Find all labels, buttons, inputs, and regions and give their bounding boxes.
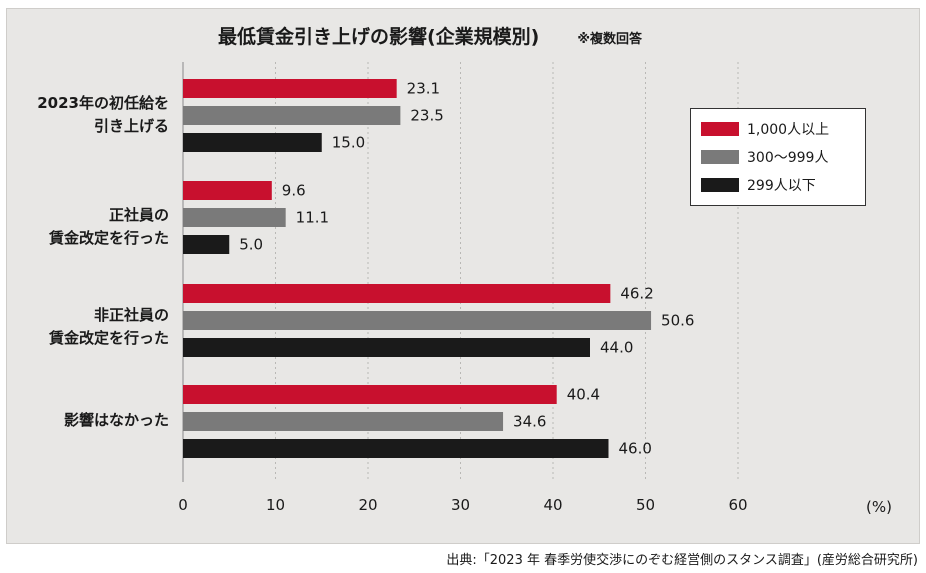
value-label: 23.1 bbox=[407, 80, 440, 98]
category-label: 2023年の初任給を 引き上げる bbox=[37, 94, 169, 135]
bar bbox=[183, 338, 590, 357]
value-label: 34.6 bbox=[513, 413, 546, 431]
value-label: 46.2 bbox=[620, 285, 653, 303]
legend: 1,000人以上 300〜999人 299人以下 bbox=[690, 108, 866, 206]
legend-swatch bbox=[701, 150, 739, 164]
bar bbox=[183, 235, 230, 254]
value-label: 44.0 bbox=[600, 339, 633, 357]
bar bbox=[183, 79, 397, 98]
bar bbox=[183, 439, 609, 458]
bar bbox=[183, 311, 652, 330]
value-label: 23.5 bbox=[410, 107, 443, 125]
value-label: 11.1 bbox=[296, 209, 329, 227]
bar bbox=[183, 106, 401, 125]
legend-swatch bbox=[701, 122, 739, 136]
bar bbox=[183, 412, 504, 431]
value-label: 5.0 bbox=[239, 236, 263, 254]
legend-label: 299人以下 bbox=[747, 178, 816, 194]
legend-item: 299人以下 bbox=[701, 171, 855, 199]
value-label: 15.0 bbox=[332, 134, 365, 152]
x-tick-label: 20 bbox=[358, 496, 377, 514]
x-tick-label: 40 bbox=[543, 496, 562, 514]
chart-title: 最低賃金引き上げの影響(企業規模別) ※複数回答 bbox=[0, 22, 860, 49]
x-tick-labels: 0 10 20 30 40 50 60 bbox=[178, 496, 747, 514]
chart-title-text: 最低賃金引き上げの影響(企業規模別) bbox=[217, 26, 540, 48]
legend-item: 1,000人以上 bbox=[701, 115, 855, 143]
bar bbox=[183, 181, 272, 200]
value-label: 46.0 bbox=[619, 440, 652, 458]
x-tick-label: 60 bbox=[728, 496, 747, 514]
value-label: 50.6 bbox=[661, 312, 694, 330]
legend-label: 300〜999人 bbox=[747, 150, 829, 166]
legend-swatch bbox=[701, 178, 739, 192]
chart-note: ※複数回答 bbox=[577, 32, 642, 47]
x-axis-unit: (%) bbox=[866, 498, 892, 516]
bar bbox=[183, 284, 611, 303]
bar bbox=[183, 208, 286, 227]
legend-label: 1,000人以上 bbox=[747, 122, 830, 138]
value-label: 40.4 bbox=[567, 386, 600, 404]
legend-item: 300〜999人 bbox=[701, 143, 855, 171]
category-label: 影響はなかった bbox=[63, 411, 169, 429]
value-label: 9.6 bbox=[282, 182, 306, 200]
x-tick-label: 10 bbox=[266, 496, 285, 514]
x-tick-label: 0 bbox=[178, 496, 188, 514]
x-tick-label: 30 bbox=[451, 496, 470, 514]
source-note: 出典:「2023 年 春季労使交渉にのぞむ経営側のスタンス調査」(産労総合研究所… bbox=[446, 553, 918, 568]
category-label: 正社員の 賃金改定を行った bbox=[48, 206, 169, 247]
value-labels: 23.1 23.5 15.0 9.6 11.1 5.0 46.2 50.6 44.0 40.4 34… bbox=[239, 80, 694, 458]
x-tick-label: 50 bbox=[636, 496, 655, 514]
bars bbox=[183, 79, 652, 458]
bar bbox=[183, 133, 322, 152]
category-label: 非正社員の 賃金改定を行った bbox=[48, 306, 169, 347]
bar bbox=[183, 385, 557, 404]
